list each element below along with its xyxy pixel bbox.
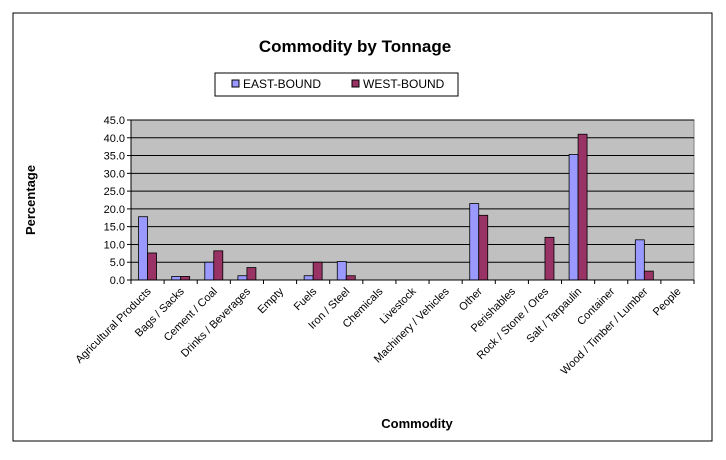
bar-west-bound [577,133,588,281]
bar-east-bound [336,261,347,281]
y-axis-label: Percentage [23,165,38,235]
y-tick-label: 40.0 [104,133,125,145]
bar-west-bound [643,270,654,281]
y-tick-labels: 0.0 5.0 10.0 15.0 20.0 25.0 30.0 35.0 40.0 45.0 [104,115,131,287]
bar-west-bound [180,276,191,281]
legend-box [214,72,459,97]
y-tick-label: 35.0 [104,151,125,163]
chart-title: Commodity by Tonnage [259,37,451,56]
bar-east-bound [171,276,182,281]
bar-west-bound [213,250,224,281]
y-tick-label: 25.0 [104,186,125,198]
bar-west-bound [246,267,257,281]
y-tick-label: 10.0 [104,239,125,251]
bar-east-bound [469,203,480,281]
bar-west-bound [544,236,555,281]
y-tick-label: 5.0 [110,257,125,269]
legend: EAST-BOUND WEST-BOUND [214,72,459,97]
y-tick-label: 0.0 [110,275,125,287]
bar-east-bound [634,239,645,281]
y-tick-label: 30.0 [104,168,125,180]
bar-east-bound [138,216,148,281]
bar-east-bound [568,154,579,281]
bar-west-bound [478,214,489,281]
bar-east-bound [237,275,248,281]
gridlines [131,119,694,263]
y-tick-label: 15.0 [104,222,125,234]
legend-swatch-west-bound [351,79,360,88]
bar-west-bound [345,275,356,281]
y-tick-label: 20.0 [104,204,125,216]
y-tick-label: 45.0 [104,115,125,127]
legend-label-west-bound: WEST-BOUND [363,77,445,91]
x-axis-label: Commodity [381,416,453,431]
legend-swatch-east-bound [231,79,240,88]
bar-west-bound [147,252,157,281]
bar-east-bound [204,261,215,281]
bar-east-bound [303,275,314,281]
bar-west-bound [312,261,323,281]
legend-label-east-bound: EAST-BOUND [243,77,321,91]
